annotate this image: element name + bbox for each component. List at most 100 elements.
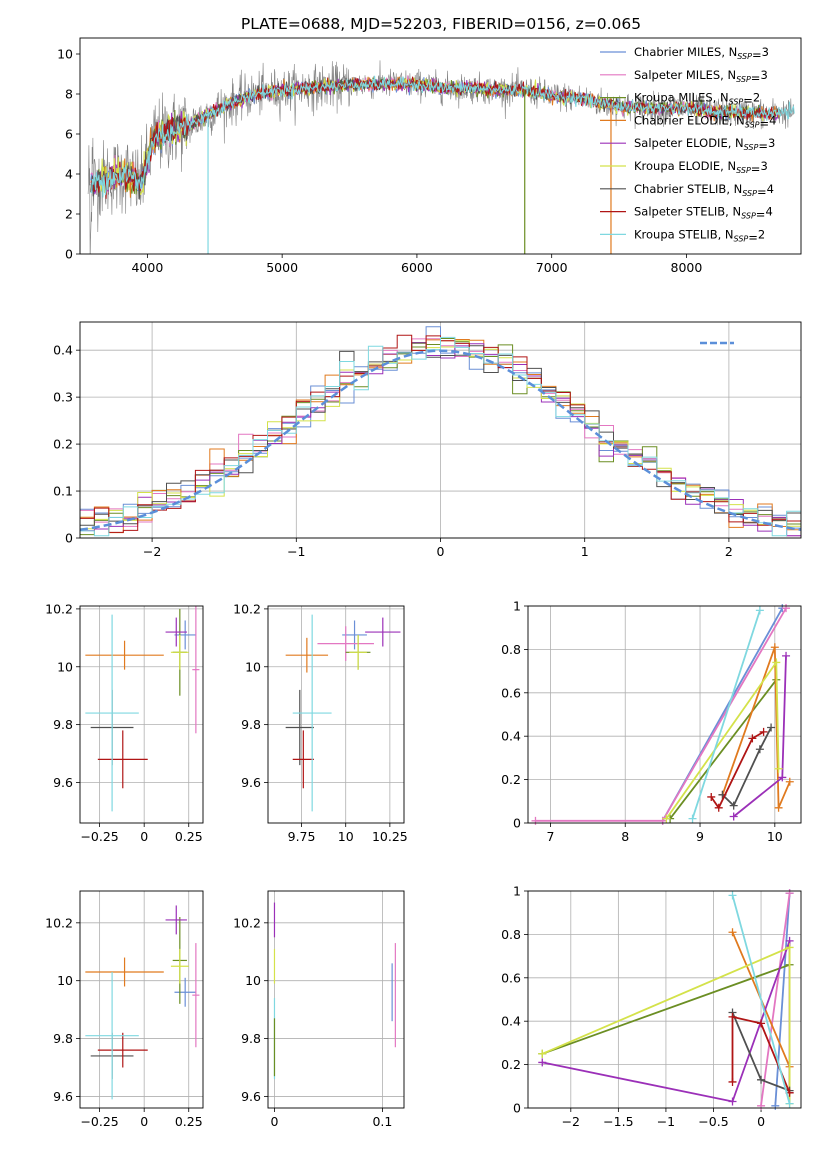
mass-weight-marker — [785, 1099, 794, 1108]
legend-label: Salpeter STELIB, NSSP=4 — [634, 205, 773, 222]
x-tick-label: 0 — [437, 544, 445, 559]
x-tick-label: 9.75 — [288, 829, 316, 844]
y-tick-label: 10 — [57, 47, 73, 62]
y-tick-label: 0.2 — [501, 772, 521, 787]
y-tick-label: 10 — [57, 659, 73, 674]
y-tick-label: 0 — [65, 531, 73, 546]
legend-nssp-value: 2 — [758, 227, 765, 241]
mass-weight-marker — [755, 606, 764, 615]
y-tick-label: 9.6 — [53, 775, 73, 790]
mass-weight-marker — [688, 814, 697, 823]
legend-nssp-value: 2 — [753, 91, 760, 105]
legend-eq: = — [752, 48, 762, 62]
x-tick-label: 6000 — [401, 260, 433, 275]
legend-nssp-value: 3 — [762, 45, 769, 59]
legend-nssp-prefix: , N — [720, 159, 736, 173]
mass-weight-marker — [771, 1101, 780, 1110]
x-tick-label: 0 — [140, 829, 148, 844]
mass-weight-marker — [757, 1075, 766, 1084]
mass-weight-line — [760, 893, 791, 1106]
legend-nssp-subscript: SSP — [736, 166, 751, 175]
mass-weight-line — [669, 679, 778, 820]
x-tick-label: −0.5 — [698, 1114, 728, 1129]
x-tick-label: −1.5 — [603, 1114, 633, 1129]
x-tick-label: 8000 — [671, 260, 703, 275]
mass-weight-marker — [728, 891, 737, 900]
x-tick-label: 1 — [581, 544, 589, 559]
legend-nssp-value: 4 — [769, 113, 776, 127]
legend-model-name: Salpeter ELODIE — [634, 136, 728, 150]
mass-weight-marker — [662, 814, 671, 823]
model-spectrum-line — [90, 75, 795, 198]
legend-model-name: Chabrier STELIB — [634, 182, 726, 196]
x-tick-label: 10.25 — [372, 829, 408, 844]
legend-nssp-value: 4 — [767, 182, 774, 196]
legend-nssp-subscript: SSP — [729, 98, 744, 107]
axes-frame — [79, 321, 802, 539]
x-tick-label: 10 — [767, 829, 783, 844]
legend-eq: = — [751, 71, 761, 85]
legend-nssp-prefix: , N — [720, 68, 736, 82]
legend-eq: = — [760, 116, 770, 130]
y-tick-label: 0.3 — [53, 390, 73, 405]
y-tick-label: 0.4 — [53, 343, 73, 358]
y-tick-label: 9.8 — [241, 1031, 261, 1046]
x-tick-label: 7 — [546, 829, 554, 844]
y-tick-label: 10.2 — [233, 915, 261, 930]
legend-nssp-value: 3 — [760, 159, 767, 173]
residual-histogram — [80, 336, 801, 537]
legend-model-name: Kroupa MILES — [634, 91, 713, 105]
y-tick-label: 0.1 — [53, 484, 73, 499]
mass-weight-marker — [531, 816, 540, 825]
legend-model-name: Chabrier ELODIE — [634, 113, 729, 127]
legend-eq: = — [758, 139, 768, 153]
y-tick-label: 0.8 — [501, 927, 521, 942]
x-tick-label: 0.1 — [372, 1114, 392, 1129]
legend-model-name: Kroupa ELODIE — [634, 159, 720, 173]
legend-eq: = — [756, 208, 766, 222]
x-tick-label: −2 — [143, 544, 161, 559]
legend-nssp-prefix: , N — [729, 113, 745, 127]
mass-weight-marker — [755, 745, 764, 754]
mass-weight-marker — [728, 1097, 737, 1106]
legend-label: Chabrier ELODIE, NSSP=4 — [634, 113, 776, 130]
y-tick-label: 0.6 — [501, 685, 521, 700]
legend-nssp-subscript: SSP — [736, 75, 751, 84]
legend-nssp-prefix: , N — [721, 45, 737, 59]
x-tick-label: 9 — [696, 829, 704, 844]
legend-nssp-value: 3 — [768, 136, 775, 150]
legend-eq: = — [751, 162, 761, 176]
x-tick-label: −0.25 — [80, 1114, 118, 1129]
legend-model-name: Salpeter STELIB — [634, 205, 725, 219]
mass-weight-line — [710, 731, 765, 810]
massweight-vs-age-panel: 7 8 9 10 0 0.2 0.4 0.6 0.8 1 — [501, 599, 802, 844]
mass-weight-marker — [778, 773, 787, 782]
y-tick-label: 0.2 — [501, 1057, 521, 1072]
y-tick-label: 9.6 — [241, 775, 261, 790]
legend-nssp-prefix: , N — [726, 182, 742, 196]
axes-frame — [267, 605, 405, 824]
y-tick-label: 9.8 — [241, 717, 261, 732]
mass-weight-marker — [729, 801, 738, 810]
x-tick-label: 2 — [725, 544, 733, 559]
x-tick-label: 0.25 — [175, 829, 203, 844]
y-tick-label: 0.6 — [501, 970, 521, 985]
legend-nssp-subscript: SSP — [742, 189, 757, 198]
y-tick-label: 6 — [65, 127, 73, 142]
mass-weight-line — [774, 893, 791, 1106]
legend-nssp-subscript: SSP — [744, 143, 759, 152]
mass-weight-marker — [785, 889, 794, 898]
legend-eq: = — [757, 185, 767, 199]
y-tick-label: 0.4 — [501, 729, 521, 744]
mass-weight-line — [731, 895, 791, 1104]
legend-label: Kroupa ELODIE, NSSP=3 — [634, 159, 768, 176]
mass-weight-marker — [785, 777, 794, 786]
mass-weight-marker — [759, 727, 768, 736]
legend-nssp-value: 3 — [760, 68, 767, 82]
legend-eq: = — [748, 230, 758, 244]
mass-weight-marker — [748, 734, 757, 743]
y-tick-label: 2 — [65, 207, 73, 222]
mass-weight-line — [721, 727, 772, 808]
legend-label: Kroupa MILES, NSSP=2 — [634, 91, 760, 108]
y-tick-label: 0 — [513, 1101, 521, 1116]
